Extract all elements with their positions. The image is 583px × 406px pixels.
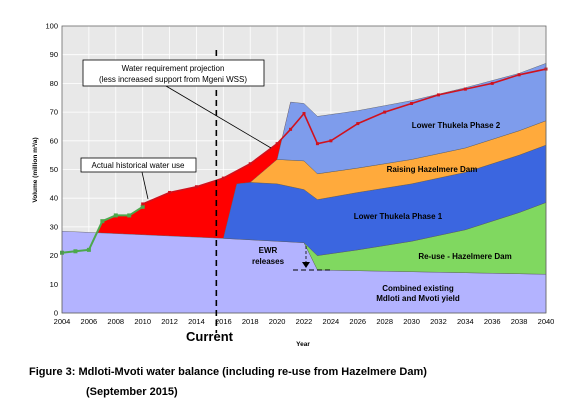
point-projection bbox=[490, 81, 494, 85]
point-projection bbox=[289, 127, 293, 131]
line-layer bbox=[60, 67, 548, 255]
x-tick-label: 2036 bbox=[484, 317, 501, 326]
point-historical-use bbox=[113, 213, 118, 218]
point-projection bbox=[463, 87, 467, 91]
x-tick-label: 2010 bbox=[134, 317, 151, 326]
projection-callout-leader bbox=[165, 85, 272, 149]
x-tick-label: 2014 bbox=[188, 317, 205, 326]
point-projection bbox=[410, 101, 414, 105]
annotation-layer bbox=[141, 50, 330, 333]
label-raising-hazelmere: Raising Hazelmere Dam bbox=[387, 165, 478, 174]
point-projection bbox=[517, 73, 521, 77]
x-tick-label: 2040 bbox=[538, 317, 555, 326]
current-label: Current bbox=[186, 329, 234, 344]
x-tick-label: 2016 bbox=[215, 317, 232, 326]
point-projection bbox=[248, 162, 252, 166]
point-projection bbox=[436, 93, 440, 97]
historical-callout-text: Actual historical water use bbox=[92, 161, 185, 170]
y-axis-title: Volume (million m³/a) bbox=[32, 137, 39, 202]
area-layer bbox=[61, 63, 547, 314]
y-tick-label: 30 bbox=[50, 222, 58, 231]
x-tick-label: 2030 bbox=[403, 317, 420, 326]
point-historical-use bbox=[86, 247, 91, 252]
point-projection bbox=[302, 112, 306, 116]
y-tick-label: 50 bbox=[50, 165, 58, 174]
point-historical-use bbox=[127, 213, 132, 218]
x-tick-label: 2026 bbox=[349, 317, 366, 326]
point-projection bbox=[356, 122, 360, 126]
y-tick-label: 90 bbox=[50, 50, 58, 59]
x-tick-label: 2018 bbox=[242, 317, 259, 326]
point-projection bbox=[383, 110, 387, 114]
plot-border bbox=[61, 25, 547, 314]
label-ewr-line2: releases bbox=[252, 257, 285, 266]
ewr-arrow-head bbox=[302, 262, 310, 268]
point-projection bbox=[194, 185, 198, 189]
point-projection bbox=[141, 202, 145, 206]
area-deficit bbox=[95, 102, 295, 239]
x-tick-label: 2008 bbox=[107, 317, 124, 326]
y-tick-label: 100 bbox=[45, 22, 58, 31]
point-projection bbox=[329, 139, 333, 143]
x-tick-label: 2004 bbox=[54, 317, 71, 326]
y-tick-label: 20 bbox=[50, 251, 58, 260]
x-tick-label: 2028 bbox=[376, 317, 393, 326]
y-tick-label: 80 bbox=[50, 79, 58, 88]
label-lower-thukela-2: Lower Thukela Phase 2 bbox=[412, 121, 501, 130]
x-tick-label: 2012 bbox=[161, 317, 178, 326]
x-tick-label: 2024 bbox=[323, 317, 340, 326]
projection-callout-box bbox=[82, 59, 265, 87]
figure-caption: Figure 3: Mdloti-Mvoti water balance (in… bbox=[29, 362, 569, 402]
point-historical-use bbox=[140, 204, 145, 209]
y-tick-label: 10 bbox=[50, 280, 58, 289]
label-combined-line2: Mdloti and Mvoti yield bbox=[376, 294, 460, 303]
label-lower-thukela-1: Lower Thukela Phase 1 bbox=[354, 212, 443, 221]
historical-callout-leader bbox=[141, 171, 149, 200]
caption-line2: (September 2015) bbox=[86, 386, 178, 398]
y-tick-label: 70 bbox=[50, 108, 58, 117]
point-projection bbox=[275, 142, 279, 146]
x-tick-label: 2032 bbox=[430, 317, 447, 326]
caption-line1: Figure 3: Mdloti-Mvoti water balance (in… bbox=[29, 366, 427, 378]
label-combined-line1: Combined existing bbox=[382, 284, 454, 293]
projection-callout-line1: Water requirement projection bbox=[122, 64, 225, 73]
x-axis-title: Year bbox=[296, 341, 310, 348]
x-tick-label: 2020 bbox=[269, 317, 286, 326]
line-projection bbox=[142, 68, 547, 205]
y-tick-label: 0 bbox=[54, 309, 58, 318]
historical-callout-box bbox=[80, 157, 197, 173]
y-tick-label: 60 bbox=[50, 136, 58, 145]
projection-callout-line2: (less increased support from Mgeni WSS) bbox=[99, 75, 247, 84]
point-historical-use bbox=[73, 249, 78, 254]
point-projection bbox=[315, 142, 319, 146]
point-historical-use bbox=[100, 219, 105, 224]
label-reuse: Re-use - Hazelmere Dam bbox=[418, 252, 511, 261]
y-tick-label: 40 bbox=[50, 194, 58, 203]
label-ewr-line1: EWR bbox=[259, 246, 278, 255]
x-tick-label: 2006 bbox=[81, 317, 98, 326]
point-projection bbox=[168, 190, 172, 194]
x-tick-label: 2038 bbox=[511, 317, 528, 326]
x-tick-label: 2034 bbox=[457, 317, 474, 326]
point-projection bbox=[221, 176, 225, 180]
x-tick-label: 2022 bbox=[296, 317, 313, 326]
